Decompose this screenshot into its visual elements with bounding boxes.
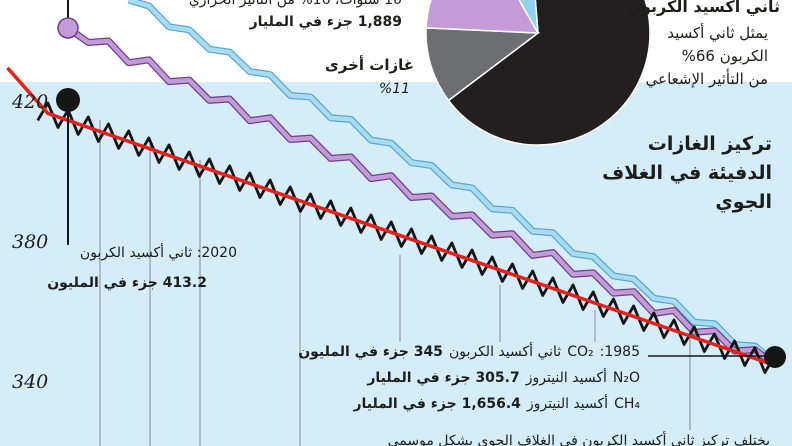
- pie-slice: [425, 27, 541, 102]
- chart-title: الدفيئة في الغلاف: [602, 162, 772, 184]
- lines: [6, 0, 778, 374]
- annotation: 2020: ثاني أكسيد الكربون: [79, 245, 237, 261]
- annotation: 305.7 جزء في المليار: [367, 370, 520, 386]
- marker-dot: [764, 346, 786, 368]
- y-tick-label: 380: [12, 231, 48, 253]
- annotation: CO₂: [567, 344, 594, 360]
- leader-lines: [99, 120, 691, 446]
- markers: [56, 0, 786, 368]
- data-line: [128, 0, 777, 365]
- annotation: 1,889 جزء في المليار: [249, 14, 402, 30]
- annotation: CH₄: [614, 396, 640, 412]
- annotation: N₂O: [612, 370, 640, 386]
- pie-label: ثاني أكسيد الكربون: [627, 0, 780, 16]
- annotation: 1985:: [599, 344, 640, 360]
- pie-description: من التأثير الإشعاعي: [645, 70, 768, 88]
- y-axis: 340 380 420: [11, 91, 48, 393]
- pie-slice: [447, 0, 651, 146]
- chart-title: الجوي: [715, 191, 772, 213]
- annotation-row: N₂O أكسيد النيتروز 305.7 جزء في المليار: [361, 369, 640, 388]
- pie-slice: [518, 0, 539, 34]
- annotation-row: CH₄ أكسيد النيتروز 1,656.4 جزء في المليار: [347, 395, 640, 414]
- annotation: يختلف تركيز ثاني أكسيد الكربون في الغلاف…: [387, 433, 770, 446]
- chart-title: تركيز الغازات: [647, 133, 772, 155]
- pie: [425, 0, 651, 146]
- y-tick-label: 420: [11, 91, 48, 113]
- pie-description: الكربون 66%: [682, 46, 768, 66]
- y-tick-label: 340: [12, 371, 48, 393]
- pie-value-label: %11: [378, 81, 410, 97]
- pie-value-label: 66%: [681, 47, 715, 65]
- pie-description: يمثل ثاني أكسيد: [667, 24, 768, 42]
- annotation-row: 1985: CO₂ ثاني أكسيد الكربون 345 جزء في الم…: [292, 343, 640, 362]
- annotation: أكسيد النيتروز: [525, 370, 607, 386]
- pie-label: غازات أخرى: [325, 56, 414, 74]
- annotation: 10 سنوات، 16% من التأثير الحراري: [188, 0, 402, 8]
- annotation: 345 جزء في المليون: [298, 344, 443, 360]
- data-line: [6, 66, 776, 368]
- annotation: 1,656.4 جزء في المليار: [353, 396, 521, 412]
- annotation: أكسيد النيتروز: [526, 396, 609, 412]
- marker-dot: [57, 17, 79, 39]
- marker-dot: [56, 88, 80, 112]
- data-line: [66, 26, 777, 367]
- annotation: 413.2 جزء في المليون: [47, 275, 207, 291]
- pie-description: الكربون: [719, 47, 768, 65]
- pie-slice: [425, 0, 540, 34]
- annotation: ثاني أكسيد الكربون: [448, 344, 562, 360]
